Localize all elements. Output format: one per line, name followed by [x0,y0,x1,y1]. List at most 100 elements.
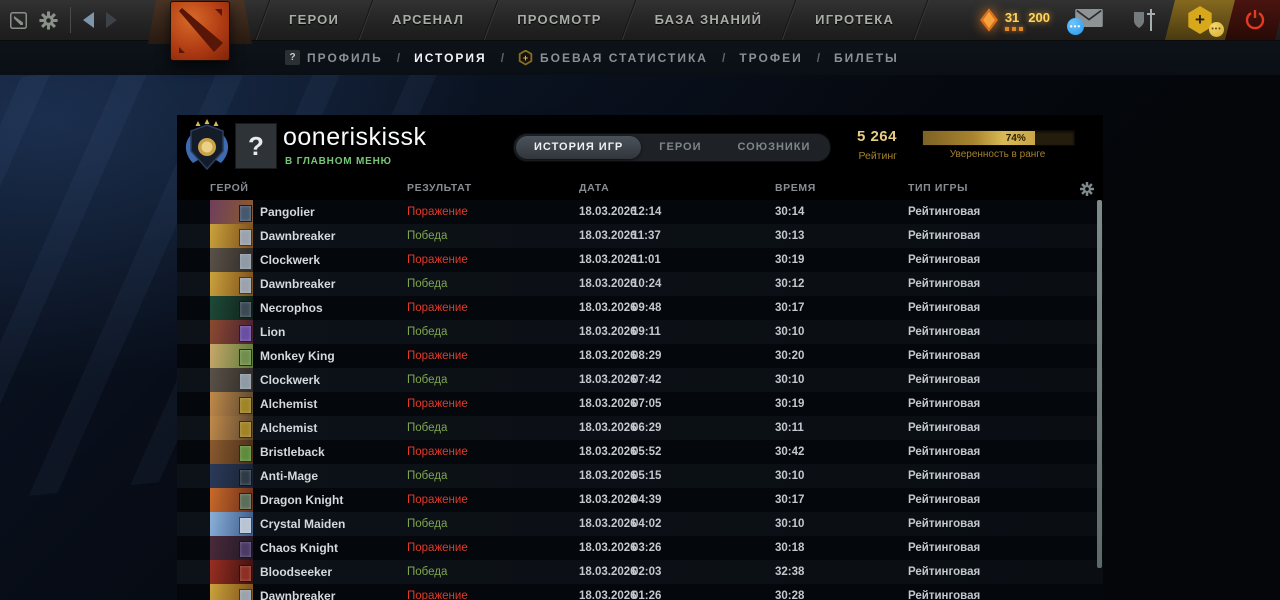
nav-item-игротека[interactable]: ИГРОТЕКА [815,12,895,27]
table-row[interactable]: Anti-Mage Победа 18.03.2026 05:15 30:10 … [177,464,1103,488]
forward-arrow-icon[interactable] [106,12,117,28]
nav-item-просмотр[interactable]: ПРОСМОТР [517,12,602,27]
match-type: Рейтинговая [908,470,981,482]
match-start-time: 07:05 [632,398,662,410]
match-result: Победа [407,470,448,482]
match-duration: 30:19 [775,398,805,410]
hero-name: Bloodseeker [260,565,333,579]
facet-badge-icon [239,253,252,270]
match-date: 18.03.2026 [579,302,637,314]
hero-portrait [210,368,253,392]
match-type: Рейтинговая [908,302,981,314]
hero-name: Dawnbreaker [260,277,336,291]
hero-name: Alchemist [260,421,318,435]
chat-button[interactable]: ••• [1064,0,1120,40]
event-progress-dots-icon [1004,26,1050,31]
event-level: 31 [1004,9,1020,25]
match-type: Рейтинговая [908,518,981,530]
match-result: Поражение [407,350,468,362]
back-arrow-icon[interactable] [83,12,94,28]
hero-name: Clockwerk [260,373,321,387]
match-result: Победа [407,326,448,338]
table-row[interactable]: Chaos Knight Поражение 18.03.2026 03:26 … [177,536,1103,560]
match-result: Поражение [407,398,468,410]
table-row[interactable]: Bristleback Поражение 18.03.2026 05:52 3… [177,440,1103,464]
match-date: 18.03.2026 [579,326,637,338]
hero-portrait [210,512,253,536]
nav-item-база знаний[interactable]: БАЗА ЗНАНИЙ [654,12,763,27]
table-row[interactable]: Lion Победа 18.03.2026 09:11 30:10 Рейти… [177,320,1103,344]
tab-1[interactable]: ИСТОРИЯ ИГР [516,136,642,159]
nav-item-арсенал[interactable]: АРСЕНАЛ [392,12,465,27]
table-row[interactable]: Dawnbreaker Поражение 18.03.2026 01:26 3… [177,584,1103,600]
hero-name: Dawnbreaker [260,229,336,243]
col-result: РЕЗУЛЬТАТ [407,182,472,194]
table-row[interactable]: Crystal Maiden Победа 18.03.2026 04:02 3… [177,512,1103,536]
match-date: 18.03.2026 [579,470,637,482]
hero-portrait [210,200,253,224]
hero-portrait [210,440,253,464]
table-settings-gear-icon[interactable] [1080,182,1094,196]
breadcrumb: ? ПРОФИЛЬ / ИСТОРИЯ / + БОЕВАЯ СТАТИСТИКА / ТРОФ… [285,40,899,75]
dota-plus-button[interactable]: + ••• [1165,0,1235,40]
rank-confidence-percent: 74% [1005,132,1026,144]
subnav-item-4[interactable]: ТРОФЕИ [739,51,802,65]
match-type: Рейтинговая [908,230,981,242]
armory-button[interactable] [1120,0,1170,40]
top-bar: ГЕРОИ АРСЕНАЛ ПРОСМОТР БАЗА ЗНАНИЙ ИГРОТЕКА … [0,0,1280,61]
facet-badge-icon [239,469,252,486]
divider [70,7,71,33]
subnav-item-3[interactable]: + БОЕВАЯ СТАТИСТИКА [518,49,708,66]
hero-portrait [210,488,253,512]
table-row[interactable]: Dawnbreaker Победа 18.03.2026 10:24 30:1… [177,272,1103,296]
hero-portrait [210,296,253,320]
hero-name: Monkey King [260,349,335,363]
subnav-item-label: ПРОФИЛЬ [307,50,383,65]
rank-confidence-label: Уверенность в ранге [949,149,1046,160]
table-row[interactable]: Dragon Knight Поражение 18.03.2026 04:39… [177,488,1103,512]
nav-item-герои[interactable]: ГЕРОИ [289,12,339,27]
subnav-item-label: БИЛЕТЫ [834,50,899,65]
subnav-item-2[interactable]: ИСТОРИЯ [414,51,487,65]
rank-confidence-bar[interactable]: 74% [922,130,1075,146]
subnav-item-5[interactable]: БИЛЕТЫ [834,51,899,65]
match-type: Рейтинговая [908,398,981,410]
event-points-button[interactable]: 31 200 [966,0,1064,40]
dota-logo[interactable] [170,1,230,61]
dota-window-icon[interactable] [10,11,27,29]
table-row[interactable]: Alchemist Поражение 18.03.2026 07:05 30:… [177,392,1103,416]
hero-portrait [210,272,253,296]
match-result: Поражение [407,206,468,218]
table-row[interactable]: Clockwerk Поражение 18.03.2026 11:01 30:… [177,248,1103,272]
settings-gear-icon[interactable] [39,10,58,30]
match-date: 18.03.2026 [579,206,637,218]
power-button[interactable] [1225,0,1280,40]
match-duration: 30:14 [775,206,805,218]
match-duration: 30:10 [775,470,805,482]
match-date: 18.03.2026 [579,398,637,410]
profile-header: ? ooneriskissk В ГЛАВНОМ МЕНЮ ИСТОРИЯ ИГ… [177,115,1103,177]
match-result: Победа [407,278,448,290]
hero-portrait [210,464,253,488]
match-date: 18.03.2026 [579,278,637,290]
match-result: Победа [407,374,448,386]
table-row[interactable]: Necrophos Поражение 18.03.2026 09:48 30:… [177,296,1103,320]
table-row[interactable]: Bloodseeker Победа 18.03.2026 02:03 32:3… [177,560,1103,584]
rank-medal-icon [185,119,229,171]
table-row[interactable]: Pangolier Поражение 18.03.2026 12:14 30:… [177,200,1103,224]
table-row[interactable]: Alchemist Победа 18.03.2026 06:29 30:11 … [177,416,1103,440]
table-row[interactable]: Clockwerk Победа 18.03.2026 07:42 30:10 … [177,368,1103,392]
table-row[interactable]: Dawnbreaker Победа 18.03.2026 11:37 30:1… [177,224,1103,248]
table-row[interactable]: Monkey King Поражение 18.03.2026 08:29 3… [177,344,1103,368]
tab-2[interactable]: ГЕРОИ [659,141,702,153]
hero-name: Bristleback [260,445,325,459]
match-result: Поражение [407,542,468,554]
subnav-item-1[interactable]: ? ПРОФИЛЬ [285,50,383,65]
tab-3[interactable]: СОЮЗНИКИ [737,141,811,153]
avatar[interactable]: ? [235,123,277,169]
breadcrumb-separator: / [500,50,505,65]
scrollbar[interactable] [1097,200,1102,568]
match-duration: 30:10 [775,326,805,338]
match-result: Поражение [407,590,468,600]
match-duration: 30:10 [775,518,805,530]
